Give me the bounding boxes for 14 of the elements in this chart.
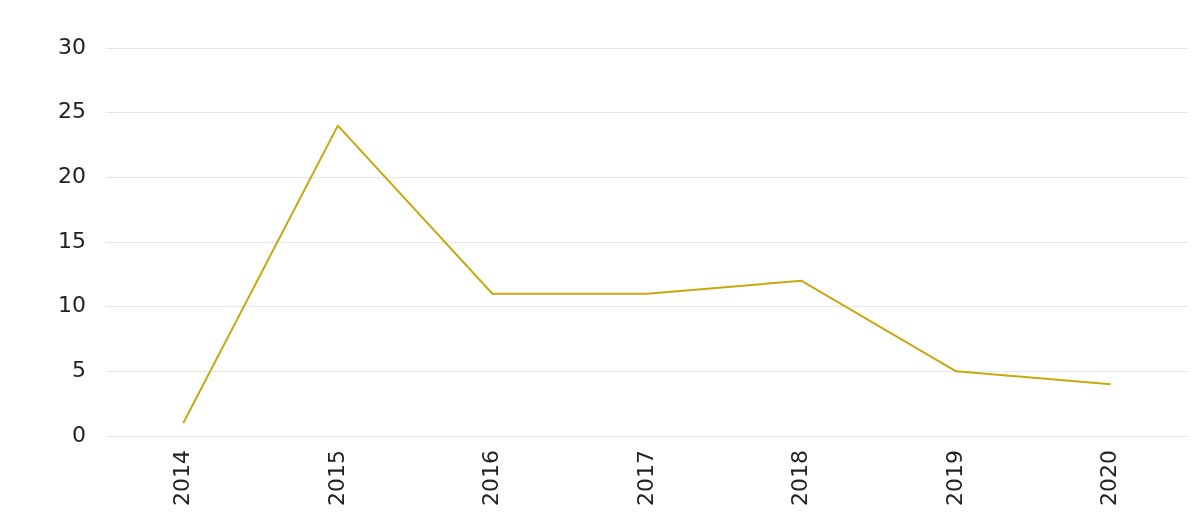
x-tick-label: 2016 xyxy=(478,450,504,507)
y-tick-label: 15 xyxy=(57,227,86,253)
x-tick-label: 2019 xyxy=(941,450,967,507)
x-tick-label: 2018 xyxy=(787,450,813,507)
y-tick-label: 25 xyxy=(57,98,86,124)
x-tick-label: 2017 xyxy=(632,450,658,507)
y-tick-label: 30 xyxy=(57,33,86,59)
y-tick-label: 10 xyxy=(57,292,86,318)
y-tick-label: 0 xyxy=(71,421,86,447)
x-tick-label: 2015 xyxy=(323,450,349,507)
y-tick-label: 20 xyxy=(57,163,86,189)
x-tick-label: 2020 xyxy=(1096,450,1122,507)
x-tick-label: 2014 xyxy=(169,450,194,507)
y-tick-label: 5 xyxy=(71,357,86,383)
